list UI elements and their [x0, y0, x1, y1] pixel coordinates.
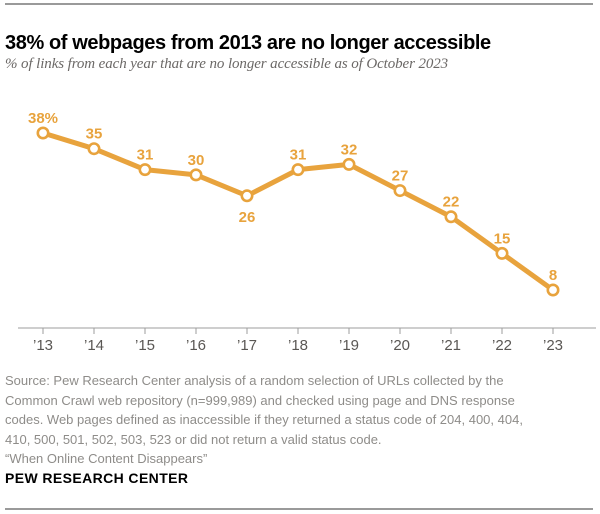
- data-point-marker: [444, 210, 458, 224]
- x-tick-label: ’22: [492, 337, 512, 354]
- x-tick-label: ’15: [135, 337, 155, 354]
- data-point-marker: [495, 246, 509, 260]
- data-point-marker: [342, 157, 356, 171]
- x-tick-label: ’16: [186, 337, 206, 354]
- data-point-label: 32: [341, 141, 358, 158]
- x-tick-label: ’23: [543, 337, 563, 354]
- data-point-label: 31: [137, 147, 154, 164]
- data-point-marker: [291, 163, 305, 177]
- x-tick-label: ’18: [288, 337, 308, 354]
- data-point-label: 27: [392, 168, 409, 185]
- pew-research-center-wordmark: PEW RESEARCH CENTER: [5, 470, 189, 486]
- bottom-divider: [5, 508, 593, 510]
- data-point-label: 26: [239, 209, 256, 226]
- x-tick-label: ’13: [33, 337, 53, 354]
- x-tick-label: ’21: [441, 337, 461, 354]
- x-tick-label: ’19: [339, 337, 359, 354]
- source-note: Source: Pew Research Center analysis of …: [5, 371, 597, 469]
- data-point-label: 15: [494, 230, 511, 247]
- source-line: 410, 500, 501, 502, 503, 523 or did not …: [5, 431, 382, 447]
- data-point-marker: [138, 163, 152, 177]
- x-tick-label: ’20: [390, 337, 410, 354]
- chart-title: 38% of webpages from 2013 are no longer …: [5, 32, 491, 55]
- data-point-label: 8: [549, 267, 557, 284]
- data-point-label: 38%: [28, 110, 58, 127]
- report-title-note: “When Online Content Disappears”: [5, 451, 208, 466]
- data-point-label: 30: [188, 152, 205, 169]
- data-point-marker: [87, 142, 101, 156]
- x-tick-label: ’14: [84, 337, 104, 354]
- source-line: Source: Pew Research Center analysis of …: [5, 373, 504, 388]
- top-divider: [5, 3, 593, 5]
- data-point-marker: [189, 168, 203, 182]
- source-line: Common Crawl web repository (n=999,989) …: [5, 392, 515, 408]
- line-chart: ’13 ’14 ’15 ’16 ’17 ’18 ’19 ’20 ’21 ’22 ’23 38% 35 31…: [18, 110, 596, 354]
- data-point-label: 35: [86, 126, 103, 143]
- data-point-marker: [393, 184, 407, 198]
- data-point-label: 22: [443, 194, 460, 211]
- chart-subtitle: % of links from each year that are no lo…: [5, 56, 449, 72]
- data-point-marker: [36, 126, 50, 140]
- x-tick-label: ’17: [237, 337, 257, 354]
- source-line: codes. Web pages defined as inaccessible…: [5, 412, 523, 427]
- data-point-marker: [546, 283, 560, 297]
- data-point-label: 31: [290, 147, 307, 164]
- data-point-marker: [240, 189, 254, 203]
